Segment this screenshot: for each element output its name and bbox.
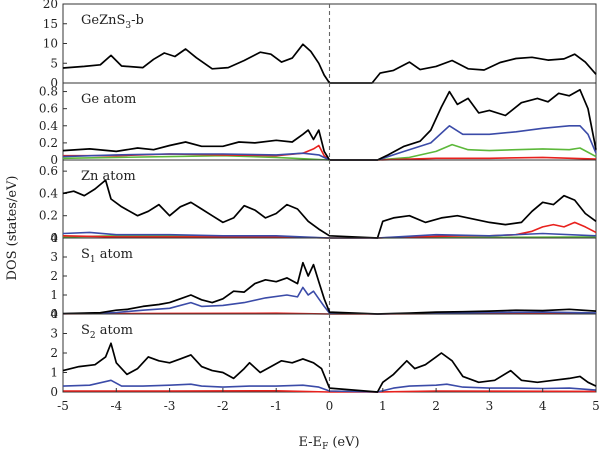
y-tick-label: 15 — [43, 17, 58, 31]
panel-label: Ge atom — [81, 92, 136, 107]
series-line-4 — [62, 143, 597, 161]
panel-label: S2 atom — [81, 323, 133, 341]
panel-label-tail: atom — [96, 247, 133, 262]
y-tick-label: 2 — [50, 269, 58, 283]
y-axis-label: DOS (states/eV) — [5, 176, 20, 281]
y-tick-label: 4 — [50, 307, 58, 321]
y-tick-label: 0 — [50, 76, 58, 90]
y-tick-label: 0 — [50, 385, 58, 399]
x-tick-label: -1 — [270, 399, 282, 413]
y-tick-label: 0.2 — [39, 136, 58, 150]
x-axis-label-main: E-E — [298, 435, 322, 450]
x-axis: -5 -4 -3 -2 -1 0 1 2 3 4 5 — [57, 388, 600, 413]
x-axis-label-sub: F — [322, 442, 328, 452]
panel-label-main: S — [81, 247, 90, 262]
panel-label-main: S — [81, 323, 90, 338]
y-tick-label: 5 — [50, 56, 58, 70]
panel-label-main: GeZnS — [81, 13, 125, 28]
panel-label: S1 atom — [81, 247, 133, 265]
series-line-1 — [62, 261, 597, 315]
x-tick-label: 3 — [486, 399, 494, 413]
panel-label-main: Ge atom — [81, 92, 136, 107]
x-axis-label: E-EF (eV) — [298, 435, 359, 452]
y-tick-label: 1 — [50, 366, 58, 380]
series-line-1 — [62, 342, 597, 393]
x-tick-label: -3 — [164, 399, 176, 413]
panel-label-tail: atom — [96, 323, 133, 338]
x-tick-label: -2 — [217, 399, 229, 413]
y-tick-label: 4 — [50, 231, 58, 245]
y-tick-label: 10 — [43, 37, 58, 51]
y-tick-label: 0 — [50, 307, 58, 321]
x-tick-label: 1 — [379, 399, 387, 413]
series-line-2 — [62, 125, 597, 161]
panel-label: Zn atom — [81, 169, 136, 184]
y-tick-label: 0.4 — [39, 186, 58, 200]
panel-2: 0 0.2 0.4 0.6 0.8 Ge atom — [39, 82, 597, 167]
y-tick-label: 1 — [50, 288, 58, 302]
y-tick-label: 0.2 — [39, 209, 58, 223]
x-tick-label: -5 — [57, 399, 69, 413]
y-tick-label: 0.6 — [39, 164, 58, 178]
y-tick-label: 0 — [50, 153, 58, 167]
panel-3: 0 0.2 0.4 0.6 Zn atom — [39, 159, 597, 245]
y-tick-label: 3 — [50, 250, 58, 264]
y-tick-label: 0.6 — [39, 102, 58, 116]
y-tick-label: 0 — [50, 231, 58, 245]
panel-label-tail: -b — [131, 13, 144, 28]
y-tick-label: 3 — [50, 327, 58, 341]
x-tick-label: 2 — [432, 399, 440, 413]
panel-1: 0 5 10 15 20 GeZnS3-b — [43, 0, 597, 90]
series-line-2 — [62, 231, 597, 239]
panel-label-main: Zn atom — [81, 169, 136, 184]
panel-label-sub: 3 — [125, 21, 131, 31]
panel-label: GeZnS3-b — [81, 13, 144, 31]
y-tick-label: 0.8 — [39, 85, 58, 99]
x-tick-label: 5 — [592, 399, 600, 413]
y-tick-label: 20 — [43, 0, 58, 11]
panel-label-sub: 1 — [90, 255, 96, 265]
x-axis-label-unit: (eV) — [332, 435, 359, 450]
panel-label-sub: 2 — [90, 331, 96, 341]
series-line-1 — [62, 43, 597, 84]
x-tick-label: 0 — [326, 399, 334, 413]
x-tick-label: -4 — [110, 399, 122, 413]
x-tick-label: 4 — [539, 399, 547, 413]
y-tick-label: 2 — [50, 346, 58, 360]
y-tick-label: 0.4 — [39, 119, 58, 133]
series-line-1 — [62, 179, 597, 239]
